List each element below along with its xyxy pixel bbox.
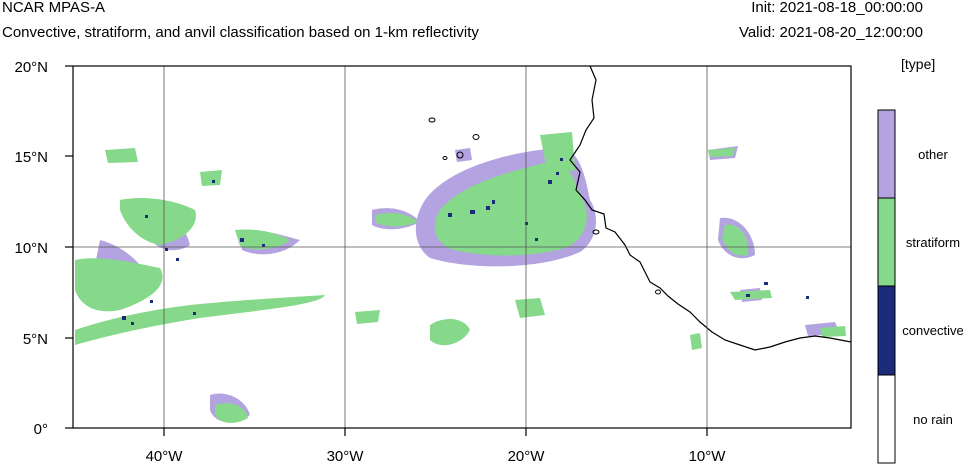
legend-unit: [type] xyxy=(901,56,936,72)
tick-marks xyxy=(65,65,708,436)
y-tick-label: 0° xyxy=(34,421,48,438)
init-time: Init: 2021-08-18_00:00:00 xyxy=(751,0,923,16)
convective-cells xyxy=(122,158,809,325)
precip-fields xyxy=(75,132,846,423)
coastline xyxy=(569,65,852,351)
valid-time: Valid: 2021-08-20_12:00:00 xyxy=(738,24,923,41)
legend-label-no-rain: no rain xyxy=(913,412,953,427)
x-tick-label: 20°W xyxy=(508,448,546,465)
plot-description: Convective, stratiform, and anvil classi… xyxy=(2,24,479,41)
legend-label-other: other xyxy=(918,147,948,162)
islands xyxy=(428,117,661,295)
x-tick-label: 30°W xyxy=(327,448,365,465)
graticule xyxy=(73,66,851,428)
y-tick-label: 5°N xyxy=(23,331,48,348)
y-tick-label: 20°N xyxy=(14,59,48,76)
x-tick-label: 40°W xyxy=(146,448,184,465)
legend-label-stratiform: stratiform xyxy=(905,235,961,250)
x-tick-label: 10°W xyxy=(689,448,727,465)
legend-swatch-no-rain xyxy=(877,374,896,464)
y-tick-label: 15°N xyxy=(14,149,48,166)
legend-label-convective: convective xyxy=(902,323,964,338)
legend-colorbar xyxy=(877,109,896,464)
model-title: NCAR MPAS-A xyxy=(2,0,106,16)
y-tick-label: 10°N xyxy=(14,240,48,257)
